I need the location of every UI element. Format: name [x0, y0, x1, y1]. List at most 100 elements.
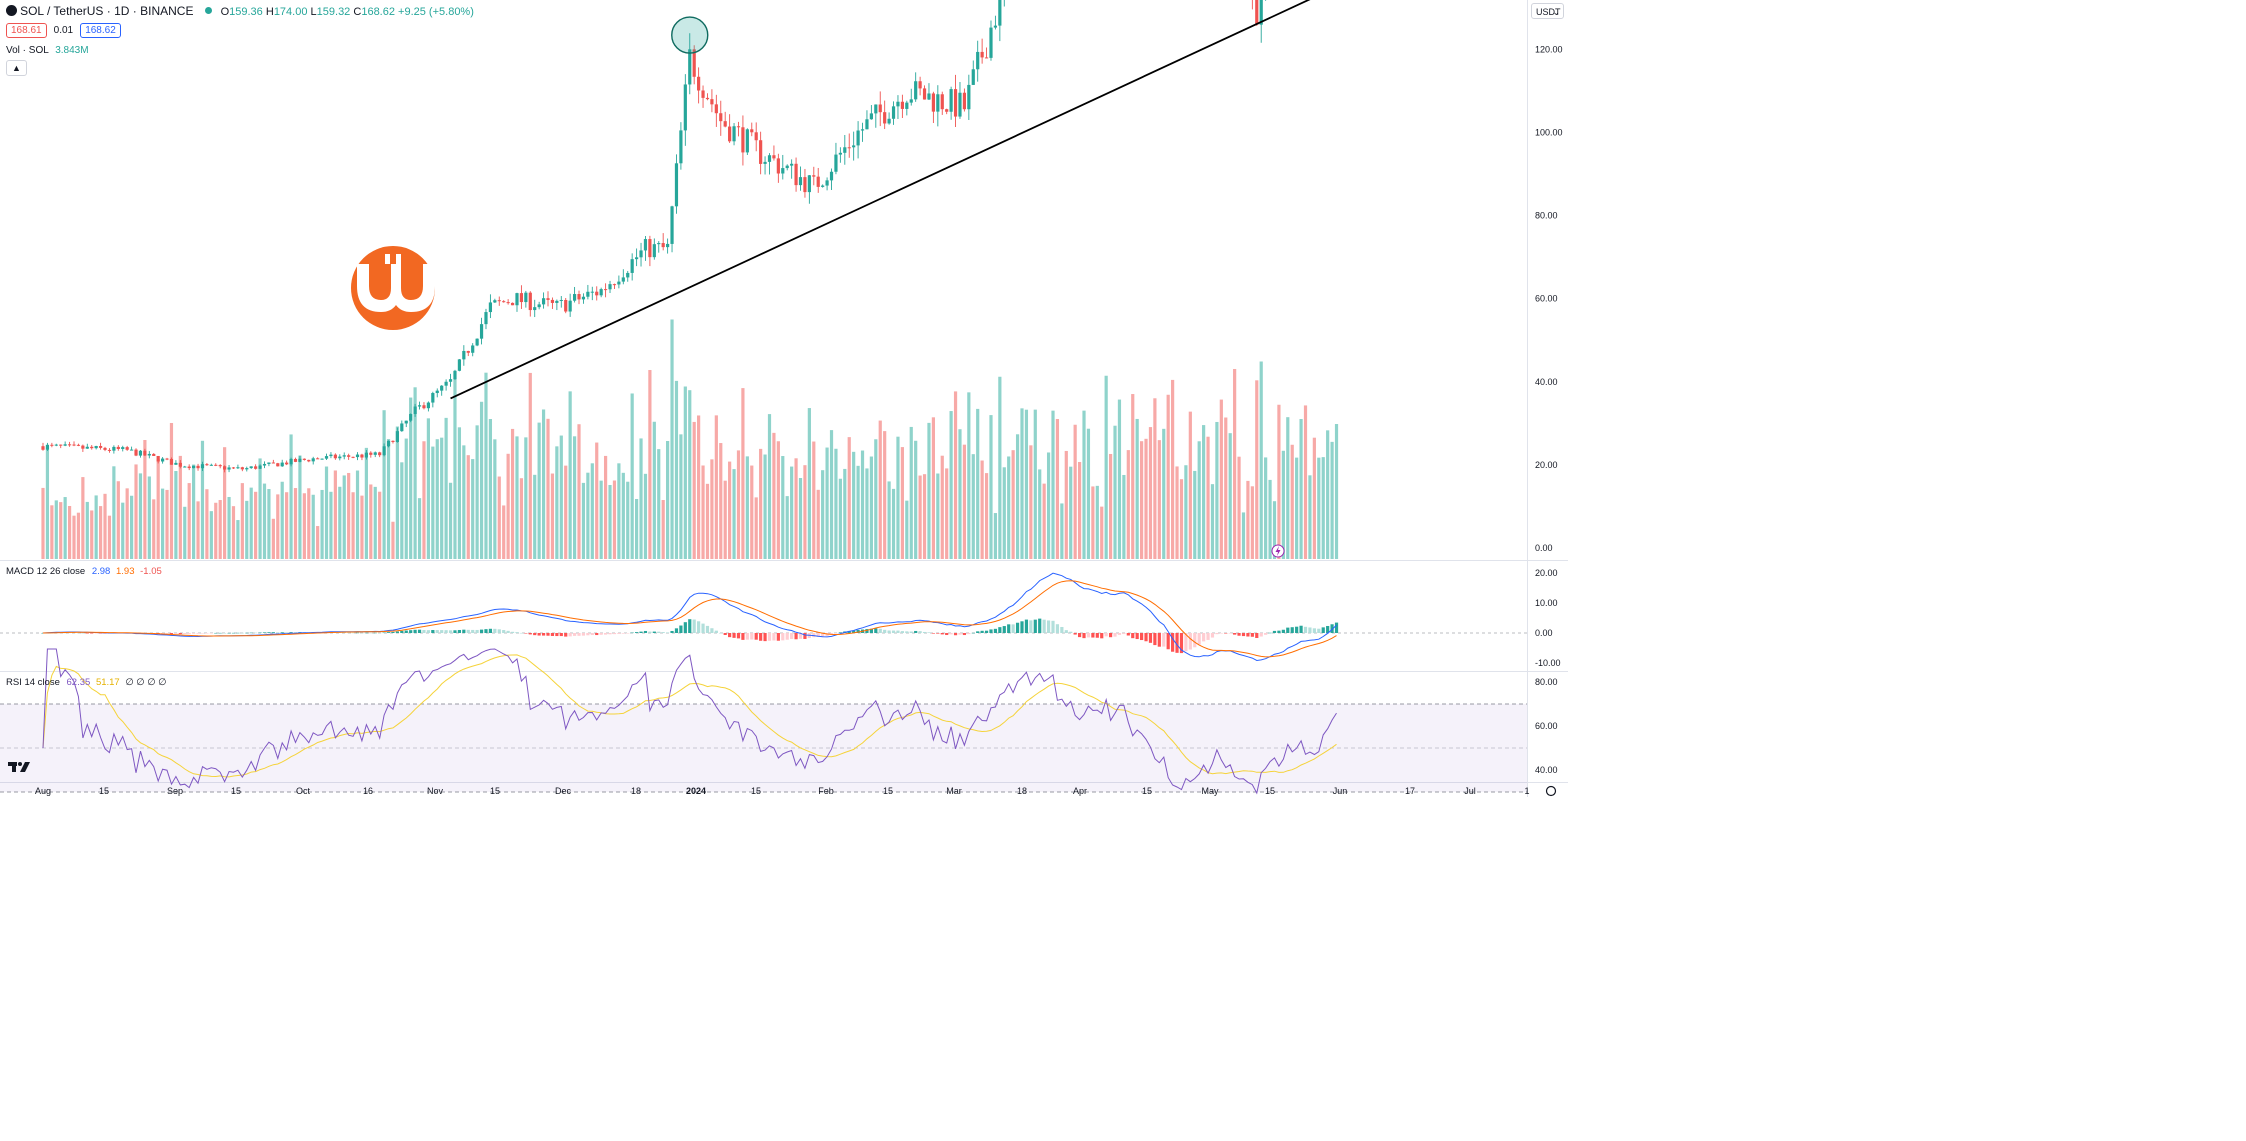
- macd-hist-bar: [572, 633, 577, 636]
- macd-hist-bar: [1122, 633, 1126, 635]
- volume-bar: [227, 496, 231, 559]
- macd-hist-bar: [85, 633, 89, 634]
- time-axis-label: 18: [1017, 786, 1027, 796]
- macd-hist-bar: [1334, 622, 1339, 633]
- time-axis-label: Aug: [35, 786, 51, 796]
- symbol-title[interactable]: SOL / TetherUS · 1D · BINANCE: [20, 4, 194, 18]
- macd-hist-bar: [1157, 633, 1161, 647]
- macd-hist-bar: [785, 633, 789, 640]
- macd-hist-bar: [790, 633, 794, 639]
- candle-body: [475, 338, 479, 346]
- volume-bar: [1100, 506, 1104, 559]
- macd-hist-bar: [1117, 633, 1122, 635]
- volume-bar: [192, 464, 196, 559]
- volume-bar: [1015, 434, 1020, 559]
- volume-bar: [1011, 450, 1015, 559]
- volume-bar: [1184, 465, 1188, 559]
- macd-hist-bar: [626, 633, 630, 634]
- candle-body: [453, 370, 457, 380]
- time-axis-label: Apr: [1073, 786, 1087, 796]
- price-axis-tick: 100.00: [1535, 128, 1563, 138]
- volume-bar: [360, 495, 364, 559]
- volume-bar: [1224, 417, 1228, 559]
- currency-select[interactable]: USDT ⌄: [1531, 3, 1564, 19]
- candle-body: [302, 458, 306, 460]
- macd-hist-bar: [289, 632, 293, 633]
- volume-bar: [865, 468, 869, 559]
- volume-bar: [218, 500, 222, 559]
- macd-hist-bar: [847, 630, 851, 633]
- candle-body: [741, 127, 745, 153]
- volume-bar: [161, 488, 165, 559]
- macd-hist-bar: [674, 628, 679, 633]
- macd-hist-bar: [453, 630, 457, 633]
- macd-hist-bar: [1020, 621, 1024, 633]
- sell-price-button[interactable]: 168.61: [6, 23, 47, 38]
- volume-bar: [1064, 450, 1068, 559]
- macd-hist-bar: [648, 631, 652, 633]
- candle-body: [223, 466, 227, 470]
- macd-hist-bar: [905, 631, 909, 633]
- time-axis-label: 15: [490, 786, 500, 796]
- volume-bar: [400, 462, 404, 559]
- candle-body: [790, 163, 794, 166]
- volume-bar: [1281, 450, 1285, 559]
- macd-hist-bar: [750, 633, 754, 640]
- candle-body: [626, 272, 630, 278]
- volume-bar: [1303, 405, 1308, 559]
- buy-price-button[interactable]: 168.62: [80, 23, 121, 38]
- macd-hist-bar: [838, 632, 842, 633]
- volume-bar: [679, 434, 683, 559]
- macd-hist-bar: [1082, 633, 1086, 639]
- volume-bar: [342, 475, 346, 559]
- volume-bar: [1002, 467, 1006, 559]
- macd-hist-bar: [772, 633, 776, 641]
- volume-bar: [1140, 441, 1144, 559]
- price-axis-tick: 60.00: [1535, 294, 1558, 304]
- candle-body: [635, 257, 639, 260]
- candle-body: [502, 301, 506, 303]
- volume-bar: [736, 450, 741, 559]
- volume-bar: [276, 494, 280, 559]
- collapse-legend-button[interactable]: ▲: [6, 60, 27, 76]
- volume-bar: [719, 443, 723, 559]
- candle-body: [112, 446, 116, 451]
- candle-body: [679, 130, 683, 164]
- volume-bar: [258, 458, 262, 559]
- macd-hist-bar: [608, 633, 612, 635]
- volume-bar: [502, 505, 506, 559]
- macd-hist-bar: [896, 630, 900, 633]
- volume-bar: [1020, 408, 1024, 559]
- candle-body: [404, 420, 408, 424]
- candle-body: [900, 101, 904, 109]
- volume-bar: [103, 493, 107, 559]
- volume-bar: [688, 390, 692, 559]
- volume-bar: [1055, 419, 1060, 559]
- volume-bar: [763, 454, 767, 559]
- tv-logo-part: [12, 762, 16, 772]
- volume-bar: [1188, 411, 1192, 559]
- candle-body: [342, 455, 346, 457]
- volume-bar: [134, 464, 138, 559]
- volume-bar: [174, 471, 178, 559]
- volume-bar: [1131, 394, 1135, 559]
- macd-hist-bar: [391, 631, 395, 633]
- candle-body: [891, 106, 896, 119]
- volume-bar: [369, 484, 373, 559]
- candle-body: [971, 69, 975, 85]
- volume-bar: [515, 436, 519, 559]
- volume-bar: [900, 447, 904, 559]
- volume-bar: [311, 494, 315, 559]
- candle-body: [657, 243, 661, 245]
- macd-hist-bar: [984, 630, 989, 633]
- macd-hist-bar: [475, 629, 479, 633]
- chart-canvas[interactable]: 120.00100.0080.0060.0040.0020.000.00168.…: [0, 0, 1568, 797]
- candle-body: [940, 94, 944, 110]
- macd-hist-bar: [767, 633, 772, 641]
- candle-body: [586, 291, 590, 297]
- candle-body: [493, 300, 497, 303]
- candle-body: [156, 455, 160, 462]
- macd-hist-bar: [1259, 633, 1263, 637]
- volume-bar: [435, 439, 439, 559]
- macd-hist-bar: [1091, 633, 1095, 638]
